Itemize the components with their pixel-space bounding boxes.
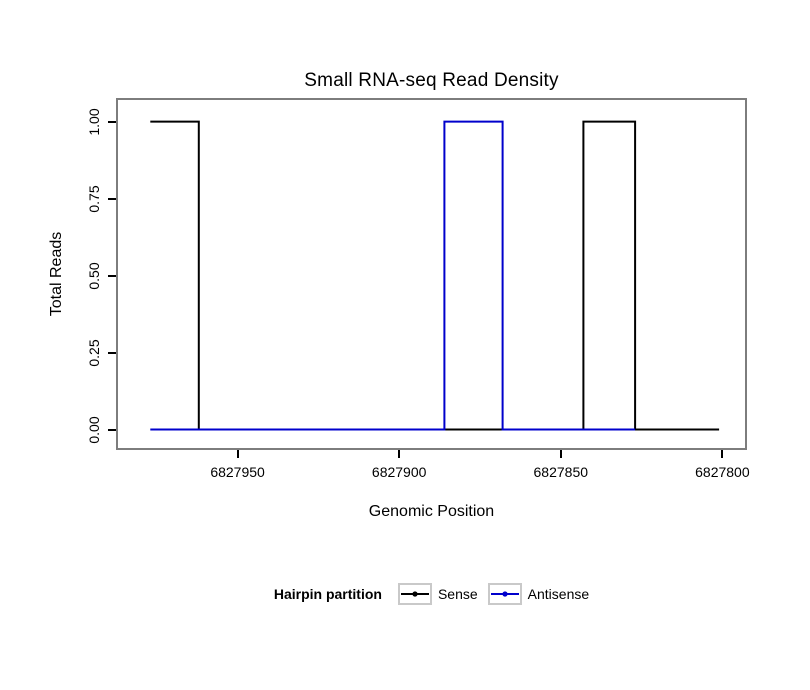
antisense-line-icon [490, 591, 519, 597]
y-tick-mark [108, 351, 116, 354]
x-tick-mark [398, 450, 401, 458]
antisense-key-point [502, 591, 508, 597]
sense-line-icon [400, 591, 429, 597]
y-tick-label: 1.00 [86, 107, 102, 136]
y-tick-label: 0.00 [86, 415, 102, 444]
x-tick-label: 6827850 [533, 464, 589, 480]
y-tick-mark [108, 197, 116, 200]
y-tick-label: 0.75 [86, 184, 102, 213]
legend-entry-sense: Sense [397, 583, 478, 605]
y-tick-mark [108, 274, 116, 277]
plot-area [150, 120, 720, 431]
y-axis-label: Total Reads [48, 231, 65, 317]
chart-title: Small RNA-seq Read Density [304, 70, 559, 91]
legend: Hairpin partition Sense Antisense [118, 583, 745, 605]
y-tick-mark [108, 120, 116, 123]
plot-panel [116, 98, 747, 450]
x-tick-mark [721, 450, 724, 458]
x-tick-label: 6827900 [371, 464, 427, 480]
x-tick-label: 6827950 [210, 464, 265, 480]
legend-label-sense: Sense [437, 586, 478, 602]
legend-label-antisense: Antisense [527, 586, 590, 602]
y-tick-label: 0.50 [86, 261, 102, 290]
legend-title: Hairpin partition [273, 586, 382, 602]
y-tick-label: 0.25 [86, 338, 102, 367]
series-line-sense [150, 120, 720, 431]
legend-key-sense [397, 583, 432, 605]
series-line-antisense [150, 120, 636, 431]
x-tick-label: 6827800 [695, 464, 750, 480]
x-tick-mark [236, 450, 239, 458]
x-tick-mark [559, 450, 562, 458]
x-axis-label: Genomic Position [368, 503, 495, 520]
legend-entry-antisense: Antisense [487, 583, 590, 605]
y-tick-mark [108, 428, 116, 431]
legend-key-antisense [487, 583, 522, 605]
sense-key-point [412, 591, 418, 597]
